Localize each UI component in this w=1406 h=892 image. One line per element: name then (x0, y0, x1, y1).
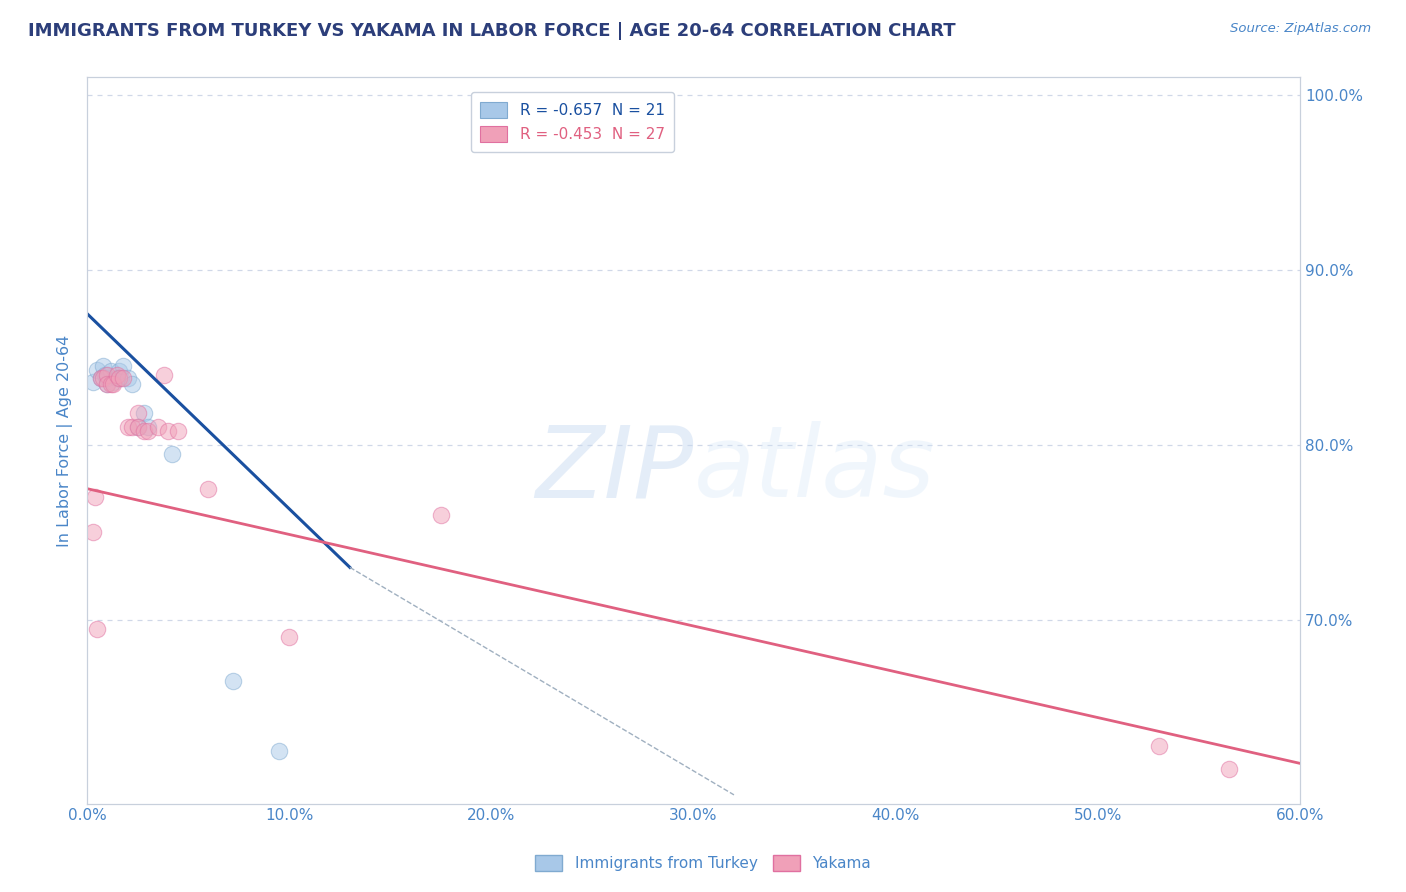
Point (121, 420, 143, 434)
Point (127, 420, 149, 434)
Point (117, 420, 139, 434)
Point (90, 371, 112, 385)
Point (127, 406, 149, 420)
Point (112, 359, 135, 373)
Point (90, 371, 112, 385)
Point (430, 508, 453, 522)
Point (86, 622, 108, 636)
Point (278, 631, 301, 645)
Legend: R = -0.657  N = 21, R = -0.453  N = 27: R = -0.657 N = 21, R = -0.453 N = 27 (471, 93, 673, 152)
Point (82, 375, 104, 389)
Point (110, 371, 132, 385)
Point (167, 424, 190, 438)
Point (136, 424, 159, 438)
Point (1147, 739, 1170, 753)
Text: Source: ZipAtlas.com: Source: ZipAtlas.com (1230, 22, 1371, 36)
Point (96, 376, 118, 391)
Point (100, 364, 122, 378)
Point (136, 420, 159, 434)
Legend: Immigrants from Turkey, Yakama: Immigrants from Turkey, Yakama (529, 849, 877, 877)
Point (1218, 762, 1240, 776)
Point (269, 744, 291, 758)
Point (94, 368, 117, 382)
Text: ZIP: ZIP (536, 421, 693, 518)
Point (105, 371, 128, 385)
Point (112, 371, 135, 385)
Point (221, 674, 243, 689)
Point (117, 371, 139, 385)
Point (132, 406, 155, 420)
Point (96, 371, 118, 385)
Point (197, 482, 219, 496)
Point (156, 424, 179, 438)
Point (91, 371, 114, 385)
Point (108, 364, 131, 378)
Text: atlas: atlas (693, 421, 935, 518)
Point (153, 368, 176, 382)
Point (82, 525, 104, 540)
Point (127, 420, 149, 434)
Point (108, 371, 131, 385)
Point (132, 424, 155, 438)
Point (121, 376, 143, 391)
Point (91, 359, 114, 373)
Point (96, 368, 118, 382)
Point (146, 420, 169, 434)
Point (96, 376, 118, 391)
Point (86, 362, 108, 376)
Point (105, 368, 128, 382)
Text: IMMIGRANTS FROM TURKEY VS YAKAMA IN LABOR FORCE | AGE 20-64 CORRELATION CHART: IMMIGRANTS FROM TURKEY VS YAKAMA IN LABO… (28, 22, 956, 40)
Point (100, 376, 122, 391)
Y-axis label: In Labor Force | Age 20-64: In Labor Force | Age 20-64 (58, 334, 73, 547)
Point (160, 447, 183, 461)
Point (103, 376, 125, 391)
Point (103, 375, 125, 389)
Point (84, 491, 107, 505)
